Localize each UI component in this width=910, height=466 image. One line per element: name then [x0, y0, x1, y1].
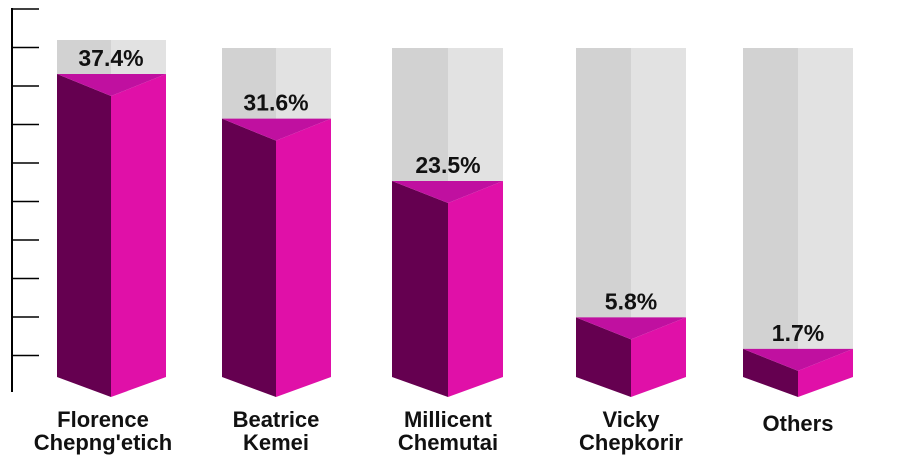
- category-label: Others: [763, 411, 834, 436]
- axis-layer: [11, 8, 39, 392]
- background-bar-side: [222, 48, 276, 120]
- bar-front-face: [111, 74, 166, 398]
- category-label: Beatrice: [233, 407, 320, 432]
- background-bar-side: [392, 48, 448, 183]
- bar-side-face: [576, 317, 631, 397]
- bar-front-face: [448, 181, 503, 397]
- background-bar-front: [798, 48, 853, 350]
- bar-side-face: [57, 74, 111, 398]
- background-bar-side: [743, 48, 798, 350]
- background-bar-front: [631, 48, 686, 319]
- bar-top-face: [57, 74, 166, 97]
- bar-value-label: 37.4%: [78, 45, 143, 71]
- bar-front-face: [798, 348, 853, 397]
- bars-layer: [57, 40, 853, 398]
- background-bar-front: [448, 48, 503, 183]
- background-bar-front: [111, 40, 166, 76]
- bar-top-face: [222, 118, 331, 141]
- bar-side-face: [392, 181, 448, 397]
- background-bar-front: [276, 48, 331, 120]
- bar-top-face: [743, 348, 853, 371]
- category-label: Florence: [57, 407, 149, 432]
- category-label: Kemei: [243, 430, 309, 455]
- background-bar-side: [57, 40, 111, 76]
- category-label: Vicky: [602, 407, 660, 432]
- bar-value-label: 31.6%: [243, 90, 308, 116]
- category-label: Millicent: [404, 407, 493, 432]
- category-label: Chemutai: [398, 430, 498, 455]
- bar-value-label: 5.8%: [605, 288, 657, 314]
- category-label: Chepng'etich: [34, 430, 172, 455]
- bar-front-face: [276, 118, 331, 398]
- bar-top-face: [392, 181, 503, 204]
- bar-top-face: [576, 317, 686, 340]
- category-label: Chepkorir: [579, 430, 683, 455]
- bar-value-label: 23.5%: [415, 152, 480, 178]
- bar-side-face: [743, 348, 798, 397]
- background-bar-side: [576, 48, 631, 319]
- bar-value-label: 1.7%: [772, 320, 824, 346]
- bar-side-face: [222, 118, 276, 398]
- bar-front-face: [631, 317, 686, 397]
